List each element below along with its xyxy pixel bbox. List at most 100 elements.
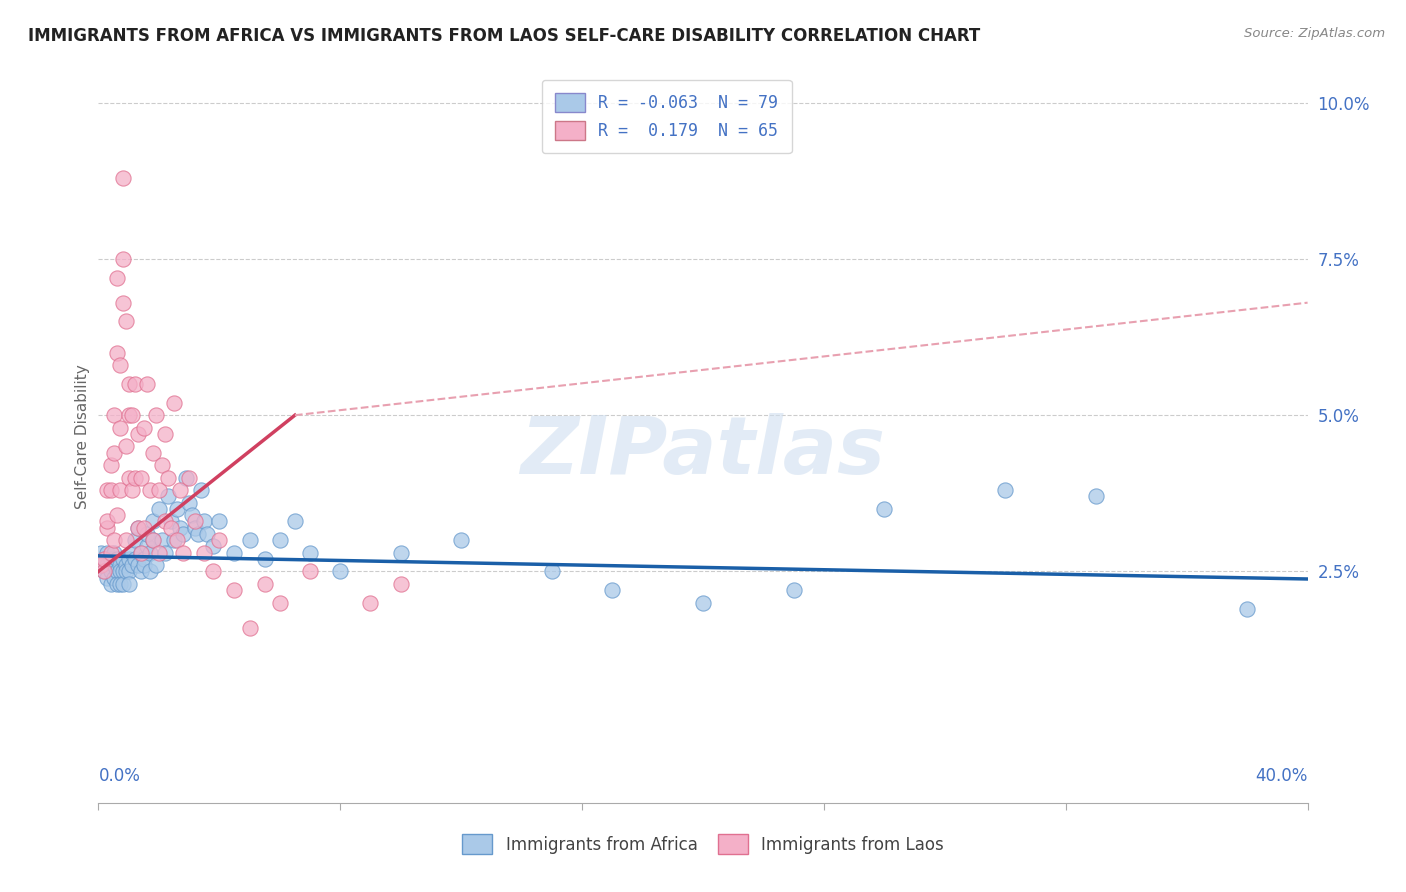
Point [132,558,155,573]
Point [105,565,128,579]
Point [389,546,412,560]
Point [160,515,183,529]
Point [184,521,207,535]
Point [239,533,262,548]
Point [127,558,149,573]
Point [105,345,128,359]
Point [121,558,143,573]
Point [93,565,115,579]
Point [156,471,179,485]
Point [129,565,152,579]
Legend: Immigrants from Africa, Immigrants from Laos: Immigrants from Africa, Immigrants from … [456,828,950,860]
Point [389,577,412,591]
Point [96,558,118,573]
Point [103,533,125,548]
Point [103,571,125,585]
Point [100,552,122,566]
Point [172,527,194,541]
Point [105,577,128,591]
Point [118,577,141,591]
Point [602,583,624,598]
Point [172,546,194,560]
Point [1085,490,1108,504]
Point [239,621,262,635]
Point [103,558,125,573]
Text: Source: ZipAtlas.com: Source: ZipAtlas.com [1244,27,1385,40]
Point [208,533,231,548]
Point [148,502,170,516]
Point [100,483,122,498]
Point [108,558,131,573]
Point [103,546,125,560]
Point [96,571,118,585]
Point [783,583,806,598]
Point [118,471,141,485]
Point [169,483,191,498]
Point [108,420,131,434]
Point [142,515,165,529]
Point [132,420,155,434]
Point [93,565,115,579]
Y-axis label: Self-Care Disability: Self-Care Disability [75,365,90,509]
Point [153,515,176,529]
Point [163,533,186,548]
Point [103,446,125,460]
Point [224,546,246,560]
Point [299,546,322,560]
Point [90,558,112,573]
Point [111,170,134,185]
Point [269,596,291,610]
Point [105,552,128,566]
Point [360,596,382,610]
Point [100,577,122,591]
Point [208,515,231,529]
Point [156,490,179,504]
Point [111,252,134,266]
Point [253,577,276,591]
Point [124,376,146,391]
Point [179,496,201,510]
Text: IMMIGRANTS FROM AFRICA VS IMMIGRANTS FROM LAOS SELF-CARE DISABILITY CORRELATION : IMMIGRANTS FROM AFRICA VS IMMIGRANTS FRO… [28,27,980,45]
Point [540,565,562,579]
Point [179,471,201,485]
Point [193,515,215,529]
Point [299,565,322,579]
Point [160,521,183,535]
Point [187,527,209,541]
Point [150,533,173,548]
Point [135,527,157,541]
Point [269,533,291,548]
Point [190,483,212,498]
Text: 0.0%: 0.0% [98,766,141,785]
Point [124,552,146,566]
Point [114,314,136,328]
Point [145,408,167,422]
Point [96,515,118,529]
Point [135,376,157,391]
Point [90,558,112,573]
Point [129,546,152,560]
Point [108,565,131,579]
Point [96,483,118,498]
Point [108,483,131,498]
Point [153,546,176,560]
Point [129,471,152,485]
Point [202,540,225,554]
Point [93,552,115,566]
Point [169,521,191,535]
Point [114,533,136,548]
Point [105,270,128,285]
Point [127,521,149,535]
Point [184,515,207,529]
Point [1236,602,1258,616]
Point [202,565,225,579]
Point [127,521,149,535]
Point [114,440,136,454]
Point [124,533,146,548]
Point [163,395,186,409]
Point [174,471,197,485]
Point [284,515,307,529]
Point [111,565,134,579]
Point [90,546,112,560]
Point [121,483,143,498]
